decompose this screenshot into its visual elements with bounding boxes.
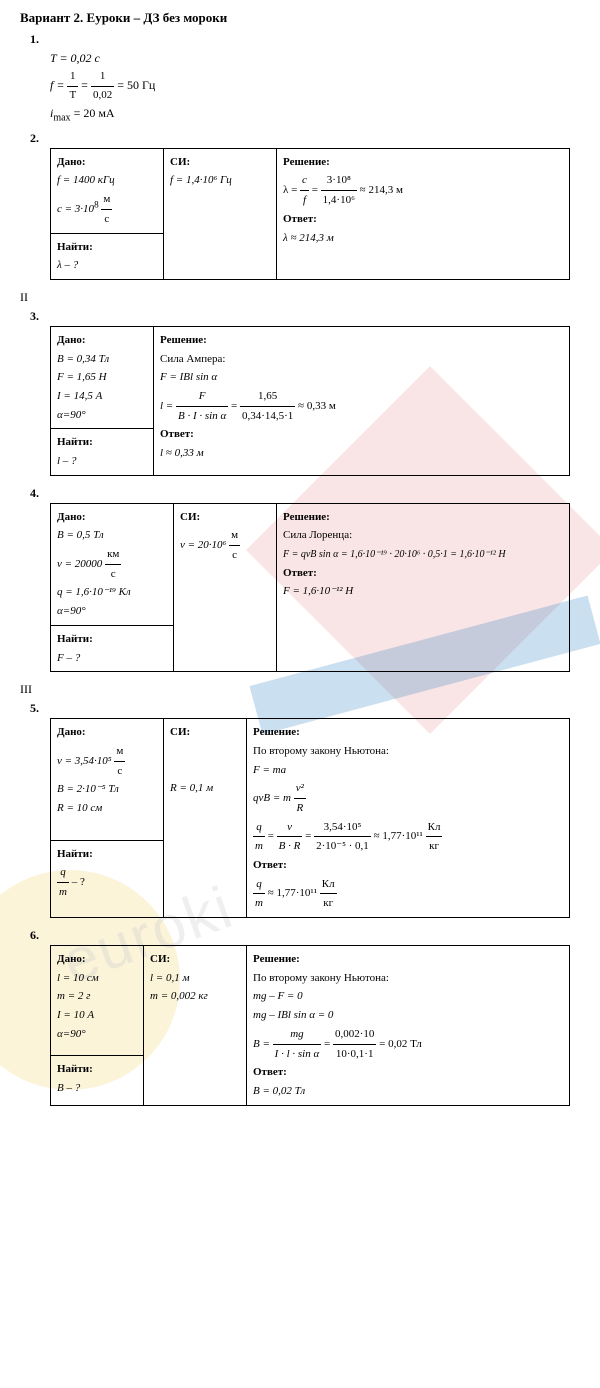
problem-6-table: Дано: l = 10 см m = 2 г I = 10 А α=90° С… (50, 945, 570, 1106)
si-label: СИ: (170, 156, 190, 168)
page-title: Вариант 2. Еуроки – ДЗ без мороки (20, 10, 580, 26)
problem-5-num: 5. (30, 701, 580, 716)
problem-4-table: Дано: B = 0,5 Тл v = 20000 кмс q = 1,6·1… (50, 503, 570, 673)
section-III: III (20, 682, 580, 697)
problem-5-table: Дано: v = 3,54·10⁵ мс B = 2·10⁻⁵ Тл R = … (50, 718, 570, 918)
problem-3-table: Дано: B = 0,34 Тл F = 1,65 Н I = 14,5 А … (50, 326, 570, 476)
otvet-label: Ответ: (283, 213, 317, 225)
content: Вариант 2. Еуроки – ДЗ без мороки 1. T =… (20, 10, 580, 1106)
dano-label: Дано: (57, 156, 86, 168)
section-II: II (20, 290, 580, 305)
problem-6-num: 6. (30, 928, 580, 943)
p1-line1: T = 0,02 с (50, 51, 100, 65)
problem-3-num: 3. (30, 309, 580, 324)
problem-4-num: 4. (30, 486, 580, 501)
problem-2-num: 2. (30, 131, 580, 146)
reshenie-label: Решение: (283, 156, 330, 168)
problem-1-num: 1. (30, 32, 580, 47)
naiti-label: Найти: (57, 241, 93, 253)
problem-2-table: Дано: f = 1400 кГц c = 3·108 мс СИ: f = … (50, 148, 570, 280)
problem-1-body: T = 0,02 с f = 1T = 10,02 = 50 Гц imax =… (50, 49, 580, 127)
